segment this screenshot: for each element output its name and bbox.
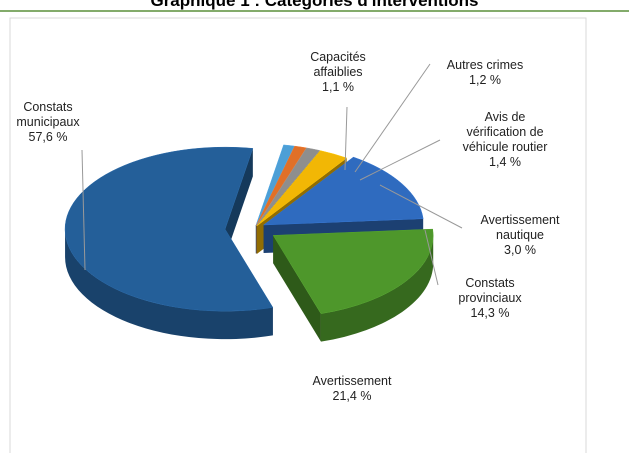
pie [64,144,434,342]
label-name: Avertissement [312,374,392,388]
leader-line [379,184,463,229]
slice-top [255,145,307,226]
slice-top [255,144,295,226]
slice-label: Constats provinciaux 14,3 % [445,276,535,321]
leader-line [424,229,439,286]
slice-label: Autres crimes 1,2 % [430,58,540,88]
label-value: 1,4 % [489,155,521,169]
chart-title: Graphique 1 : Catégories d'interventions [150,0,479,10]
slice-label: Avis de vérification de véhicule routier… [458,110,553,170]
label-value: 21,4 % [332,389,372,403]
slice-top [256,147,321,226]
label-value: 57,6 % [28,130,68,144]
chart-frame [9,17,587,453]
leader-line [354,63,431,173]
slice-top [262,156,424,226]
label-name: Capacités affaiblies [310,50,366,79]
pie-slice [272,228,434,342]
slice-top [256,150,348,227]
leader-lines [81,63,463,286]
leader-line [359,139,441,181]
label-name: Avis de vérification de véhicule routier [462,110,548,154]
slice-side [320,235,434,342]
slice-side [65,229,273,340]
slice-wall [273,235,321,342]
label-value: 1,1 % [322,80,354,94]
label-name: Avertissement nautique [480,213,560,242]
label-value: 3,0 % [504,243,536,257]
label-name: Constats municipaux [16,100,80,129]
leader-line [344,106,348,171]
slice-wall [225,148,253,258]
leader-line [81,149,86,271]
slice-label: Capacités affaiblies 1,1 % [298,50,378,95]
label-value: 1,2 % [469,73,501,87]
slice-label: Avertissement nautique 3,0 % [463,213,578,258]
pie-slice [64,146,274,340]
slice-label: Constats municipaux 57,6 % [3,100,93,145]
slice-top [272,228,434,314]
label-name: Constats provinciaux [458,276,522,305]
label-value: 14,3 % [470,306,510,320]
slice-top [64,146,274,312]
label-name: Autres crimes [446,58,524,72]
slice-label: Avertissement 21,4 % [292,374,412,404]
